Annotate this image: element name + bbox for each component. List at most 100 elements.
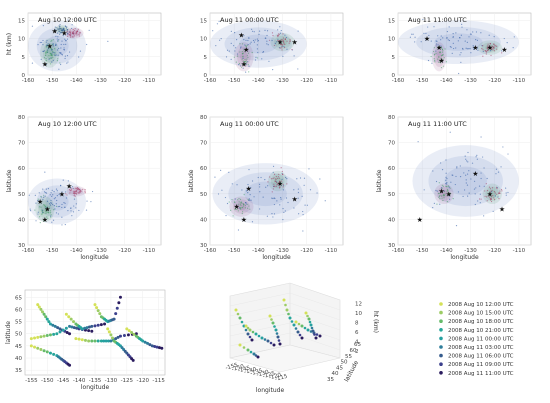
y-tick-label: 15 bbox=[18, 18, 25, 24]
scatter-point bbox=[484, 195, 486, 197]
scatter-point bbox=[75, 203, 77, 205]
scatter-point bbox=[441, 184, 443, 186]
track-point bbox=[112, 317, 116, 321]
scatter-point bbox=[256, 44, 258, 46]
scatter-point bbox=[60, 63, 62, 66]
scatter-point bbox=[443, 194, 445, 196]
scatter-point bbox=[248, 169, 250, 171]
scatter-point bbox=[62, 27, 64, 29]
scatter-point bbox=[466, 29, 468, 31]
scatter-point bbox=[46, 51, 48, 53]
scatter-point bbox=[440, 62, 442, 64]
track-point bbox=[45, 334, 49, 338]
scatter-point bbox=[70, 189, 72, 191]
scatter-point bbox=[244, 44, 246, 46]
scatter-point bbox=[273, 213, 276, 215]
scatter-point bbox=[64, 30, 66, 32]
legend-marker bbox=[439, 353, 443, 358]
x-tick-label: -120 bbox=[136, 378, 149, 384]
scatter-point bbox=[37, 211, 39, 213]
scatter-point bbox=[414, 41, 416, 43]
legend-marker bbox=[439, 319, 443, 324]
scatter-point bbox=[69, 36, 72, 38]
scatter-point bbox=[60, 52, 62, 55]
scatter-point bbox=[260, 176, 262, 179]
ellipse-3 bbox=[485, 186, 500, 201]
scatter-point bbox=[281, 172, 283, 175]
scatter-point bbox=[259, 191, 261, 193]
scatter-point bbox=[67, 29, 69, 31]
track-point-3d bbox=[252, 352, 256, 356]
scatter-point bbox=[56, 49, 59, 51]
track-point bbox=[58, 327, 62, 331]
y-tick-label: 65 bbox=[354, 342, 361, 348]
y-tick-label: 80 bbox=[200, 115, 207, 121]
y-axis-label: latitude bbox=[376, 169, 383, 192]
scatter-point bbox=[50, 192, 52, 194]
scatter-point bbox=[51, 54, 53, 56]
panel-title: Aug 10 12:00 UTC bbox=[38, 16, 97, 24]
scatter-point bbox=[443, 57, 445, 59]
x-tick-label: -120 bbox=[118, 78, 131, 84]
scatter-point bbox=[495, 186, 498, 188]
track-point bbox=[29, 337, 33, 341]
x-tick-label: -120 bbox=[488, 78, 501, 84]
scatter-point bbox=[50, 212, 52, 214]
scatter-point bbox=[40, 201, 42, 203]
scatter-point bbox=[437, 47, 439, 50]
scatter-point bbox=[64, 25, 67, 27]
scatter-point bbox=[258, 183, 261, 185]
scatter-point bbox=[63, 47, 65, 49]
scatter-point bbox=[234, 31, 236, 34]
scatter-point bbox=[470, 33, 472, 35]
scatter-point bbox=[264, 11, 265, 12]
scatter-point bbox=[427, 59, 430, 62]
scatter-point bbox=[42, 44, 44, 46]
x-tick-label: -150 bbox=[46, 78, 59, 84]
scatter-point bbox=[243, 62, 246, 64]
track-point bbox=[102, 339, 106, 343]
scatter-point bbox=[494, 192, 496, 194]
scatter-point bbox=[245, 201, 247, 204]
y-tick-label: 30 bbox=[200, 243, 207, 249]
scatter-point bbox=[39, 216, 41, 218]
scatter-point bbox=[46, 50, 48, 52]
scatter-point bbox=[289, 40, 291, 42]
scatter-point bbox=[319, 178, 321, 180]
scatter-point bbox=[446, 194, 448, 196]
scatter-point bbox=[226, 49, 229, 51]
y-tick-label: 5 bbox=[392, 55, 396, 61]
scatter-point bbox=[64, 38, 66, 40]
scatter-point bbox=[278, 177, 280, 179]
scatter-point bbox=[60, 185, 62, 187]
scatter-point bbox=[232, 215, 234, 217]
star-marker: ★ bbox=[487, 44, 493, 52]
track-point bbox=[64, 312, 68, 316]
scatter-point bbox=[456, 167, 458, 169]
scatter-point bbox=[50, 7, 51, 8]
track-point bbox=[70, 325, 74, 329]
wall-grid bbox=[289, 312, 341, 331]
x-tick-label: -150 bbox=[41, 378, 54, 384]
scatter-point bbox=[286, 48, 288, 50]
scatter-point bbox=[472, 48, 475, 50]
scatter-point bbox=[432, 206, 434, 209]
scatter-point bbox=[476, 39, 479, 41]
scatter-point bbox=[308, 168, 310, 170]
scatter-point bbox=[47, 188, 49, 190]
z-axis-label: ht (km) bbox=[372, 311, 379, 333]
scatter-point bbox=[47, 43, 49, 45]
track-point bbox=[93, 339, 97, 343]
scatter-point bbox=[72, 192, 75, 194]
scatter-point bbox=[50, 54, 52, 56]
scatter-point bbox=[465, 47, 467, 49]
scatter-point bbox=[60, 29, 62, 31]
scatter-point bbox=[286, 183, 288, 185]
y-tick-label: 30 bbox=[388, 243, 395, 249]
scatter-point bbox=[48, 54, 50, 57]
legend-label: 2008 Aug 10 15:00 UTC bbox=[448, 311, 514, 317]
star-marker: ★ bbox=[291, 39, 297, 47]
scatter-point bbox=[493, 199, 496, 201]
scatter-point bbox=[459, 165, 461, 167]
scatter-point bbox=[448, 186, 450, 188]
